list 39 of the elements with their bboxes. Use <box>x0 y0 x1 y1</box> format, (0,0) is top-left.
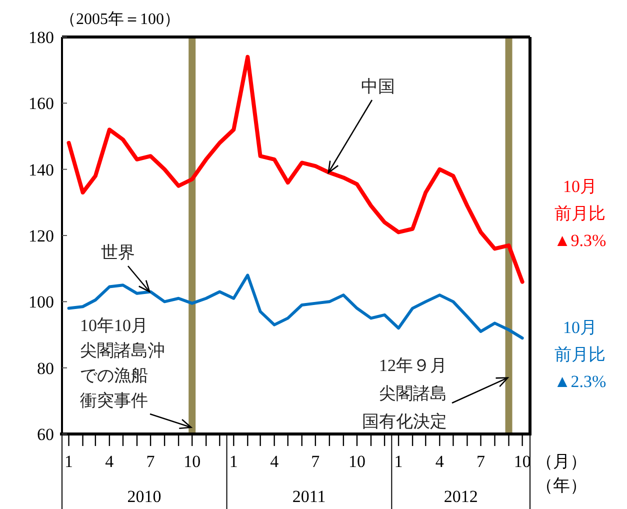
x-tick-label: 4 <box>435 452 444 471</box>
x-tick-label: 7 <box>311 452 320 471</box>
text: 10月 <box>563 318 597 337</box>
annotation: 中国 <box>361 77 395 96</box>
text: 前月比 <box>554 345 606 364</box>
y-tick-label: 160 <box>28 94 54 114</box>
text: （年） <box>536 476 587 495</box>
y-tick-label: 120 <box>28 226 54 246</box>
text: ▲9.3% <box>554 231 606 250</box>
y-tick-label: 140 <box>28 160 54 180</box>
annotation: 尖閣諸島 <box>379 384 447 403</box>
text: 2012 <box>444 487 478 506</box>
annotation: 尖閣諸島沖 <box>80 341 165 360</box>
x-tick-label: 1 <box>394 452 403 471</box>
x-tick-label: 4 <box>105 452 114 471</box>
text: 前月比 <box>554 204 606 223</box>
x-axis-title: （月） <box>536 452 587 471</box>
x-tick-label: 7 <box>476 452 486 471</box>
annotation: 12年９月 <box>379 356 447 375</box>
text: 10月 <box>563 177 597 196</box>
annotation: での漁船 <box>80 366 148 385</box>
x-tick-label: 1 <box>229 452 238 471</box>
annotation: 10年10月 <box>80 316 148 335</box>
x-tick-label: 1 <box>64 452 74 471</box>
x-tick-label: 4 <box>270 452 280 471</box>
annotation: 衝突事件 <box>80 391 148 410</box>
x-tick-label: 7 <box>146 452 156 471</box>
text: 2011 <box>292 487 326 506</box>
text: 2010 <box>127 487 162 506</box>
y-tick-label: 80 <box>37 358 54 378</box>
x-tick-label: 10 <box>348 452 366 471</box>
text: ▲2.3% <box>554 372 606 391</box>
y-tick-label: 100 <box>28 292 54 312</box>
y-tick-label: 60 <box>37 425 54 444</box>
x-tick-label: 10 <box>184 452 201 471</box>
y-tick-label: 180 <box>28 28 54 47</box>
annotation: 国有化決定 <box>362 412 447 431</box>
annotation: 世界 <box>101 243 135 262</box>
y-axis-title: （2005年＝100） <box>60 11 180 28</box>
